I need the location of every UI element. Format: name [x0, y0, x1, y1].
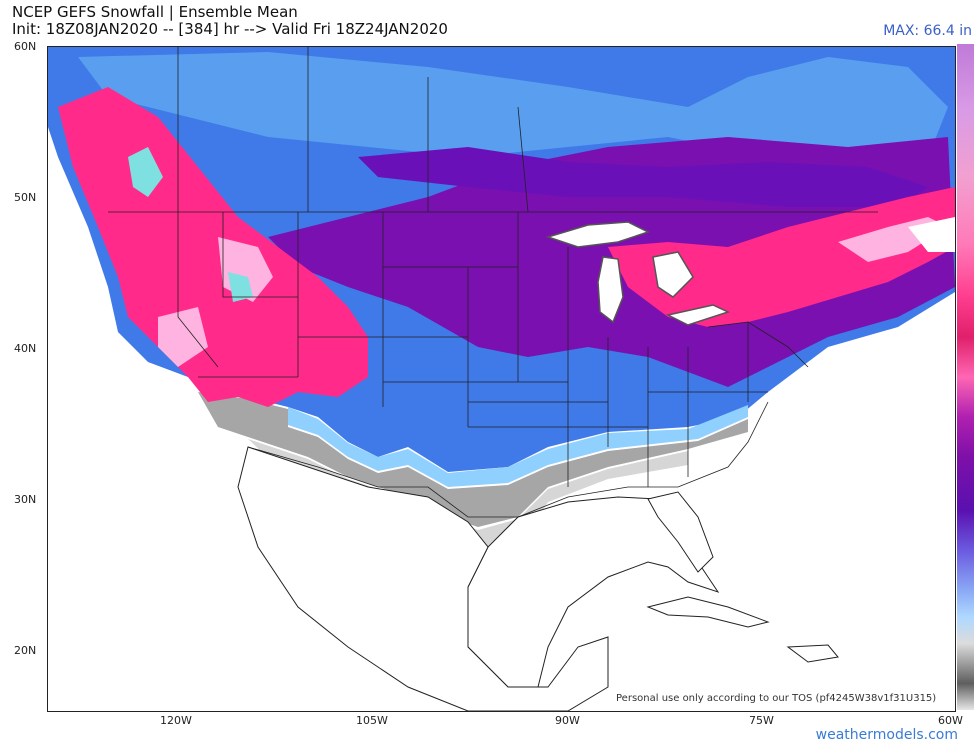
lon-label-120w: 120W — [160, 714, 192, 727]
lake-huron — [652, 251, 694, 298]
very-heavy-west-4 — [158, 307, 208, 367]
lake-michigan — [597, 256, 624, 324]
north-light-blue — [78, 52, 948, 157]
mexico-outline — [237, 446, 609, 711]
title-line-1: NCEP GEFS Snowfall | Ensemble Mean — [12, 3, 298, 21]
lon-label-105w: 105W — [356, 714, 388, 727]
lon-label-90w: 90W — [555, 714, 580, 727]
lat-label-20n: 20N — [14, 644, 37, 657]
lat-label-50n: 50N — [14, 191, 37, 204]
brand-link[interactable]: weathermodels.com — [815, 727, 958, 743]
max-value-label: MAX: 66.4 in — [883, 23, 972, 39]
hispaniola-outline — [786, 644, 839, 663]
title-line-2: Init: 18Z08JAN2020 -- [384] hr --> Valid… — [12, 20, 448, 38]
lon-label-60w: 60W — [938, 714, 963, 727]
dusting-region — [198, 392, 748, 527]
lat-label-30n: 30N — [14, 493, 37, 506]
political-borders — [108, 47, 878, 518]
cuba-outline — [646, 596, 770, 628]
map-canvas — [48, 47, 955, 711]
trace-snow-region — [288, 405, 748, 487]
heavy-snow-east — [608, 187, 955, 327]
tos-notice: Personal use only according to our TOS (… — [616, 693, 937, 704]
lat-label-40n: 40N — [14, 342, 37, 355]
snowfall-map — [47, 46, 956, 712]
lon-label-75w: 75W — [749, 714, 774, 727]
moderate-snow-north — [358, 147, 928, 207]
lat-label-60n: 60N — [14, 40, 37, 53]
hudson-gulf-east — [908, 217, 955, 252]
very-heavy-west-3 — [228, 272, 253, 302]
florida-outline — [647, 491, 714, 573]
snowfall-colorbar — [957, 44, 974, 710]
map-title: NCEP GEFS Snowfall | Ensemble Mean Init:… — [12, 4, 448, 38]
very-heavy-west-1 — [128, 147, 163, 197]
lake-superior — [545, 221, 650, 248]
lake-erie — [665, 304, 731, 326]
